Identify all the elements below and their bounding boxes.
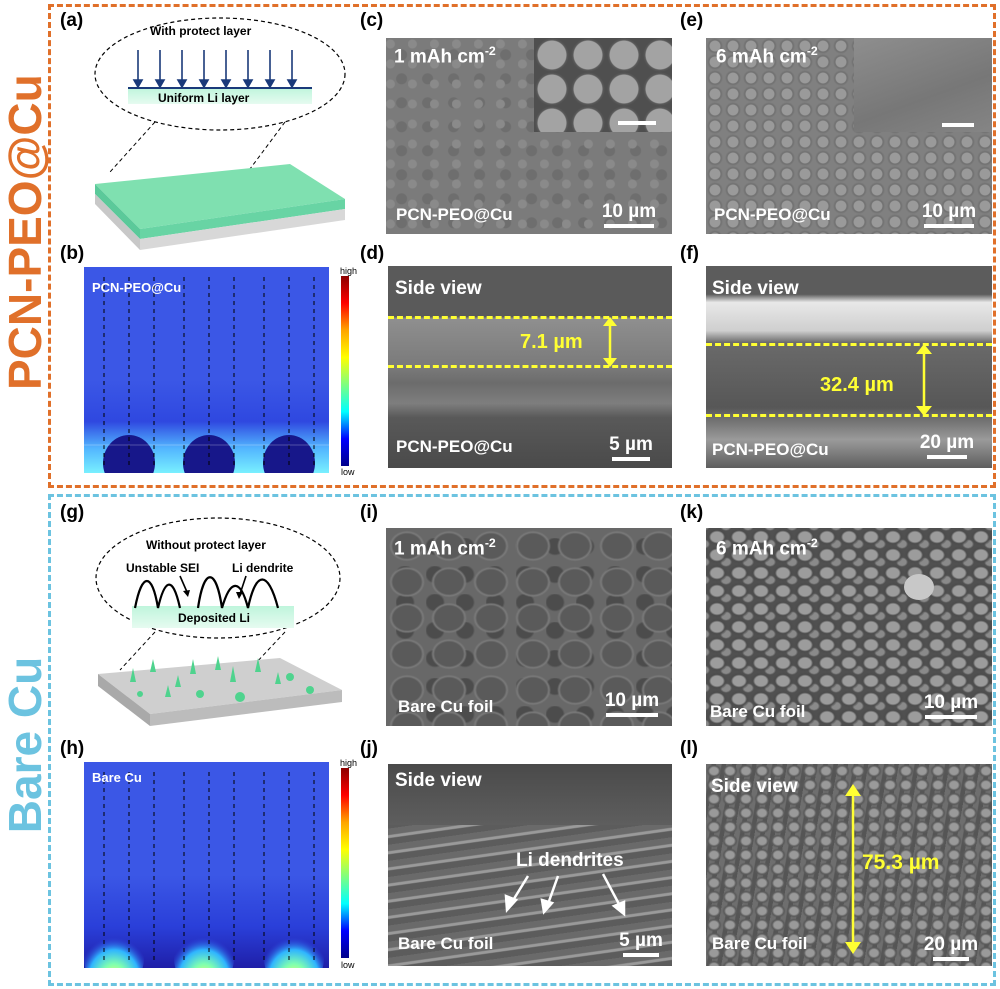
sem-image-f <box>706 266 992 468</box>
panel-label-a: (a) <box>60 10 84 31</box>
panel-label-l: (l) <box>680 738 698 759</box>
sample-label-c: PCN-PEO@Cu <box>396 205 513 224</box>
sem-background-j <box>388 764 672 825</box>
simulation-bare <box>84 762 329 968</box>
sem-image-k <box>706 528 992 726</box>
colorbar-high-h: high <box>340 758 358 768</box>
schematic-unprotected <box>80 512 350 738</box>
sample-label-d: PCN-PEO@Cu <box>396 437 513 456</box>
sem-image-c <box>386 38 672 234</box>
thickness-line-bottom-d <box>388 365 672 368</box>
sim-title-b: PCN-PEO@Cu <box>92 280 182 295</box>
top-section-label: PCN-PEO@Cu <box>0 74 51 390</box>
top-section-frame <box>48 4 996 488</box>
thickness-value-l: 75.3 µm <box>862 851 940 874</box>
scale-bar-i: 10 µm <box>600 690 664 717</box>
scale-bar-j: 5 µm <box>618 930 664 957</box>
dendrite-arrows-j <box>504 873 626 917</box>
scale-bar-c: 10 µm <box>597 201 661 228</box>
sem-inset-e <box>854 38 992 132</box>
li-dendrites-annotation: Li dendrites <box>516 850 624 871</box>
schematic-protected <box>80 14 350 250</box>
panel-label-d: (d) <box>360 243 385 264</box>
bubble-title-no-protect: Without protect layer <box>146 538 266 552</box>
sample-label-j: Bare Cu foil <box>398 934 494 953</box>
panel-label-g: (g) <box>60 502 85 523</box>
panel-label-f: (f) <box>680 243 699 264</box>
colorbar-h <box>341 768 349 958</box>
colorbar-low-b: low <box>341 467 355 477</box>
thickness-value-f: 32.4 µm <box>820 374 894 396</box>
sim-title-h: Bare Cu <box>92 770 142 785</box>
thickness-value-d: 7.1 µm <box>520 331 583 353</box>
capacity-label-e: 6 mAh cm-2 <box>716 44 818 68</box>
thickness-arrow-d <box>603 317 617 367</box>
sem-image-l <box>706 764 992 966</box>
scale-bar-e: 10 µm <box>917 201 981 228</box>
scale-bar-k: 10 µm <box>918 692 984 719</box>
sem-inset-c <box>534 38 672 132</box>
capacity-label-i: 1 mAh cm-2 <box>394 536 496 560</box>
panel-label-c: (c) <box>360 10 384 31</box>
inset-scale-bar-e <box>942 123 974 127</box>
sem-image-d <box>388 266 672 468</box>
panel-label-e: (e) <box>680 10 704 31</box>
sample-label-l: Bare Cu foil <box>712 934 808 953</box>
deposited-li-label: Deposited Li <box>178 611 251 625</box>
panel-label-b: (b) <box>60 243 85 264</box>
side-view-label-f: Side view <box>712 278 799 299</box>
panel-label-i: (i) <box>360 502 378 523</box>
panel-label-j: (j) <box>360 738 378 759</box>
colorbar-low-h: low <box>341 960 355 970</box>
capacity-label-k: 6 mAh cm-2 <box>716 536 818 560</box>
unstable-sei-label: Unstable SEI <box>126 561 200 575</box>
panel-label-k: (k) <box>680 502 704 523</box>
uniform-li-label: Uniform Li layer <box>158 91 250 105</box>
bubble-title-protect: With protect layer <box>150 24 252 38</box>
bottom-section-frame <box>48 494 996 986</box>
scale-bar-l: 20 µm <box>922 934 980 961</box>
colorbar-b <box>341 276 349 466</box>
side-view-label-d: Side view <box>395 278 482 299</box>
sem-image-i <box>386 528 672 726</box>
li-dendrite-label: Li dendrite <box>232 561 294 575</box>
thickness-arrow-f <box>916 344 932 416</box>
thickness-line-bottom-f <box>706 414 992 417</box>
side-view-label-j: Side view <box>395 770 482 791</box>
panel-label-h: (h) <box>60 738 85 759</box>
sem-image-e <box>706 38 992 234</box>
thickness-line-top-d <box>388 316 672 319</box>
particle-k <box>904 574 934 600</box>
bottom-section-label: Bare Cu <box>0 656 51 834</box>
simulation-protected <box>84 267 329 473</box>
thickness-line-top-f <box>706 343 992 346</box>
thickness-arrow-l <box>845 784 861 954</box>
scale-bar-f: 20 µm <box>918 432 976 459</box>
sample-label-k: Bare Cu foil <box>710 702 806 721</box>
sem-image-j <box>388 764 672 966</box>
sample-label-e: PCN-PEO@Cu <box>714 205 831 224</box>
sample-label-f: PCN-PEO@Cu <box>712 440 829 459</box>
colorbar-high-b: high <box>340 266 358 276</box>
inset-scale-bar-c <box>618 121 656 125</box>
side-view-label-l: Side view <box>711 776 798 797</box>
sample-label-i: Bare Cu foil <box>398 697 494 716</box>
capacity-label-c: 1 mAh cm-2 <box>394 44 496 68</box>
scale-bar-d: 5 µm <box>606 434 656 461</box>
